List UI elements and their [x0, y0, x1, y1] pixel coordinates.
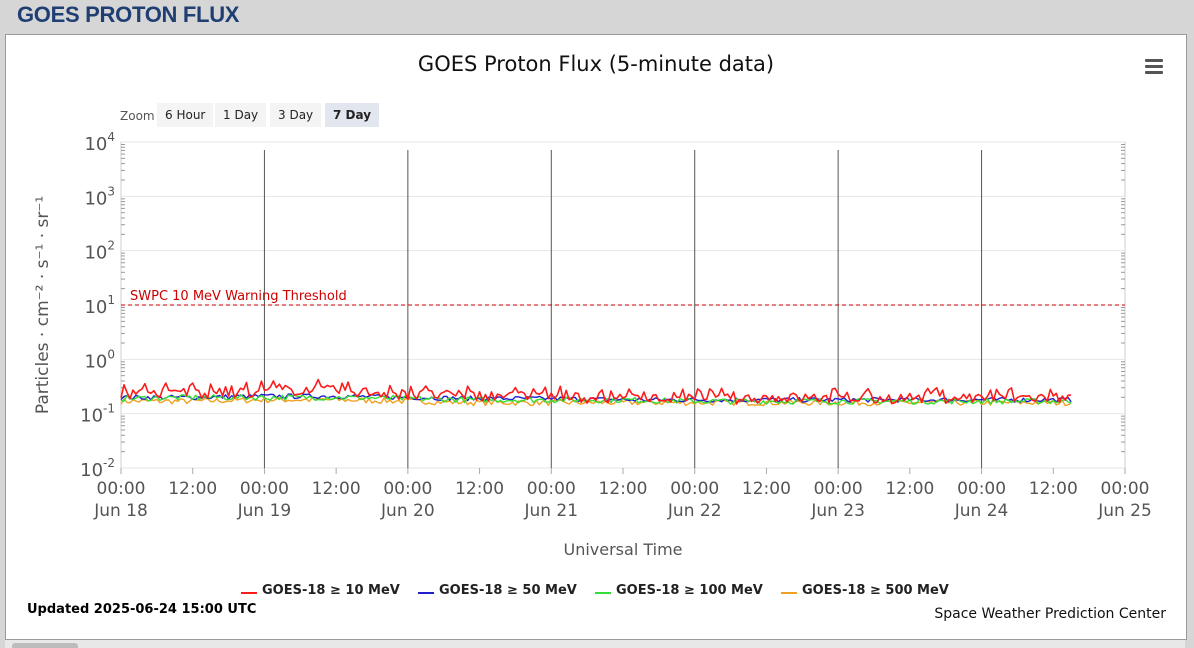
- x-tick-label: 00:00: [97, 479, 146, 499]
- x-tick-date-label: Jun 18: [93, 501, 148, 521]
- y-tick-label: 10-1: [80, 402, 115, 427]
- x-tick-label: 12:00: [599, 479, 648, 499]
- page-header: GOES PROTON FLUX: [0, 0, 1194, 34]
- zoom-6-hour-button[interactable]: 6 Hour: [157, 103, 214, 127]
- bottom-tab[interactable]: [12, 643, 78, 648]
- legend-swatch: [241, 592, 257, 594]
- legend-swatch: [595, 592, 611, 594]
- chart-title: GOES Proton Flux (5-minute data): [417, 52, 775, 76]
- bottom-scrollbar[interactable]: [5, 640, 1185, 648]
- x-tick-label: 12:00: [885, 479, 934, 499]
- x-tick-label: 12:00: [168, 479, 217, 499]
- series-line-2: [120, 394, 1072, 405]
- y-tick-label: 101: [84, 293, 115, 318]
- y-tick-label: 103: [84, 184, 115, 209]
- x-tick-label: 00:00: [814, 479, 863, 499]
- x-tick-date-label: Jun 24: [954, 501, 1009, 521]
- x-tick-date-label: Jun 25: [1097, 501, 1152, 521]
- zoom-1-day-button[interactable]: 1 Day: [215, 103, 267, 127]
- x-tick-date-label: Jun 21: [523, 501, 578, 521]
- zoom-3-day-button[interactable]: 3 Day: [270, 103, 322, 127]
- y-axis-title: Particles · cm⁻² · s⁻¹ · sr⁻¹: [33, 196, 53, 414]
- x-tick-label: 12:00: [455, 479, 504, 499]
- zoom-7-day-button[interactable]: 7 Day: [325, 103, 380, 127]
- zoom-label: Zoom: [120, 109, 155, 123]
- x-tick-label: 12:00: [742, 479, 791, 499]
- x-tick-label: 00:00: [383, 479, 432, 499]
- x-tick-label: 00:00: [670, 479, 719, 499]
- threshold-label: SWPC 10 MeV Warning Threshold: [130, 289, 347, 304]
- x-tick-date-label: Jun 23: [810, 501, 865, 521]
- x-axis-title: Universal Time: [563, 540, 682, 559]
- legend-label: GOES-18 ≥ 500 MeV: [802, 583, 949, 598]
- menu-icon[interactable]: [1145, 59, 1163, 75]
- y-tick-label: 100: [84, 347, 115, 372]
- y-tick-label: 104: [84, 130, 115, 155]
- legend-swatch: [418, 592, 434, 594]
- updated-timestamp: Updated 2025-06-24 15:00 UTC: [27, 602, 257, 617]
- x-tick-label: 00:00: [240, 479, 289, 499]
- legend-label: GOES-18 ≥ 10 MeV: [262, 583, 400, 598]
- y-tick-label: 102: [84, 239, 115, 264]
- x-tick-date-label: Jun 20: [380, 501, 435, 521]
- x-tick-date-label: Jun 19: [237, 501, 292, 521]
- credit-text: Space Weather Prediction Center: [934, 606, 1166, 622]
- x-tick-label: 00:00: [1101, 479, 1150, 499]
- x-tick-label: 12:00: [312, 479, 361, 499]
- x-tick-label: 12:00: [1029, 479, 1078, 499]
- x-tick-label: 00:00: [957, 479, 1006, 499]
- page-title: GOES PROTON FLUX: [17, 2, 240, 27]
- series-line-0: [120, 378, 1072, 405]
- y-tick-label: 10-2: [80, 456, 115, 481]
- x-tick-label: 00:00: [527, 479, 576, 499]
- legend-label: GOES-18 ≥ 100 MeV: [616, 583, 763, 598]
- x-tick-date-label: Jun 22: [667, 501, 722, 521]
- chart-panel: GOES Proton Flux (5-minute data) Zoom 6 …: [5, 34, 1187, 640]
- legend-swatch: [781, 592, 797, 594]
- legend-label: GOES-18 ≥ 50 MeV: [439, 583, 577, 598]
